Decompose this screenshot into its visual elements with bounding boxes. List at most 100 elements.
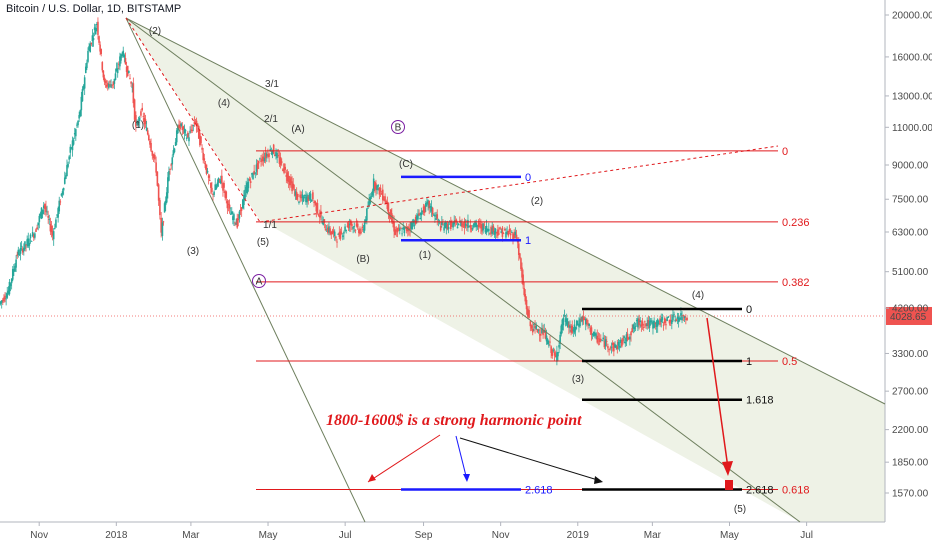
candle-body xyxy=(597,338,600,340)
candle-body xyxy=(55,219,57,228)
candle-body xyxy=(30,241,33,242)
candle-body xyxy=(667,316,670,318)
candle-body xyxy=(644,321,646,323)
candle-body xyxy=(461,222,463,228)
fan-line-3-1 xyxy=(125,17,886,405)
candle-body xyxy=(574,326,577,331)
candle-body xyxy=(337,233,339,235)
candle-body xyxy=(538,334,541,336)
candle-body xyxy=(344,226,346,231)
candle-body xyxy=(621,340,623,347)
projection-arrow-line xyxy=(706,317,729,469)
candle-body xyxy=(214,184,217,191)
candle-body xyxy=(263,157,266,162)
candle-body xyxy=(36,227,38,230)
candle-body xyxy=(683,315,686,319)
x-tick-label: May xyxy=(259,530,278,541)
candle-body xyxy=(626,333,629,340)
candle-body xyxy=(591,334,594,336)
candle-body xyxy=(553,352,556,356)
candle-body xyxy=(206,170,209,173)
candle-body xyxy=(199,132,201,146)
candle-body xyxy=(274,154,276,156)
candle-body xyxy=(245,186,247,191)
candle-body xyxy=(57,208,59,218)
candle-body xyxy=(376,185,378,191)
candle-body xyxy=(678,317,681,320)
candle-body xyxy=(133,99,136,120)
candle-body xyxy=(359,228,361,234)
candle-body xyxy=(115,68,118,71)
candle-body xyxy=(674,319,677,322)
candle-body xyxy=(651,322,653,324)
candle-body xyxy=(671,320,673,324)
candle-body xyxy=(368,199,370,206)
candle-body xyxy=(34,233,36,238)
candle-body xyxy=(272,144,275,154)
candle-body xyxy=(157,184,160,201)
candle-body xyxy=(312,192,314,200)
candle-body xyxy=(502,233,505,235)
candle-body xyxy=(268,153,270,157)
candle-body xyxy=(160,217,162,233)
candle-body xyxy=(66,165,68,177)
candle-body xyxy=(11,269,14,280)
candle-body xyxy=(146,130,149,135)
candle-body xyxy=(294,191,297,196)
chart-title: Bitcoin / U.S. Dollar, 1D, BITSTAMP xyxy=(6,3,182,15)
candle-body xyxy=(248,178,251,181)
candle-body xyxy=(444,221,447,228)
x-tick-label: Mar xyxy=(182,530,200,541)
candle-body xyxy=(208,180,211,181)
candle-body xyxy=(93,27,96,31)
candle-body xyxy=(572,329,575,331)
candle-body xyxy=(508,228,511,232)
candle-body xyxy=(422,206,425,213)
candle-body xyxy=(446,223,449,230)
candle-body xyxy=(427,200,429,205)
candle-body xyxy=(193,121,196,124)
candle-body xyxy=(252,172,254,180)
candle-body xyxy=(364,219,367,222)
candle-body xyxy=(507,230,510,236)
candle-body xyxy=(123,55,126,58)
candle-body xyxy=(346,225,349,227)
candle-body xyxy=(38,215,41,223)
candle-body xyxy=(506,231,508,235)
candle-body xyxy=(170,164,172,166)
wave-label: 1/1 xyxy=(263,220,277,231)
candle-body xyxy=(610,346,613,348)
candle-body xyxy=(111,84,113,86)
candle-body xyxy=(194,121,197,123)
candle-body xyxy=(634,326,637,327)
candle-body xyxy=(275,151,277,157)
candle-body xyxy=(141,107,143,111)
candle-body xyxy=(401,233,403,235)
candle-body xyxy=(143,118,146,125)
candle-body xyxy=(18,254,21,256)
candle-body xyxy=(575,320,578,326)
y-tick-label: 1850.00 xyxy=(892,458,929,469)
candle-body xyxy=(307,196,310,201)
wave-label: (4) xyxy=(692,290,704,301)
wave-label: (2) xyxy=(531,196,543,207)
candle-body xyxy=(288,179,291,186)
candle-body xyxy=(488,228,490,232)
candle-body xyxy=(453,220,455,225)
candle-body xyxy=(240,207,243,211)
candle-body xyxy=(187,132,189,138)
candle-body xyxy=(196,123,199,127)
candle-body xyxy=(542,329,544,336)
circled-label-ring xyxy=(252,274,266,288)
candle-body xyxy=(686,317,688,321)
fan-line-1-1 xyxy=(125,17,366,523)
y-tick-label: 13000.00 xyxy=(892,91,932,102)
candle-body xyxy=(217,177,220,183)
candle-body xyxy=(515,234,518,239)
fan-fill xyxy=(126,18,885,522)
candle-body xyxy=(179,124,181,130)
candle-body xyxy=(384,196,386,202)
candle-body xyxy=(112,81,115,86)
